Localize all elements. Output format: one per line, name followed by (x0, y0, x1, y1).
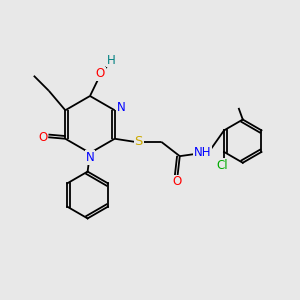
Text: O: O (173, 176, 182, 188)
Text: O: O (38, 131, 47, 144)
Text: N: N (85, 151, 94, 164)
Text: NH: NH (194, 146, 211, 159)
Text: H: H (106, 53, 116, 67)
Text: S: S (134, 135, 143, 148)
Text: O: O (96, 67, 105, 80)
Text: Cl: Cl (217, 159, 228, 172)
Text: N: N (117, 101, 126, 114)
